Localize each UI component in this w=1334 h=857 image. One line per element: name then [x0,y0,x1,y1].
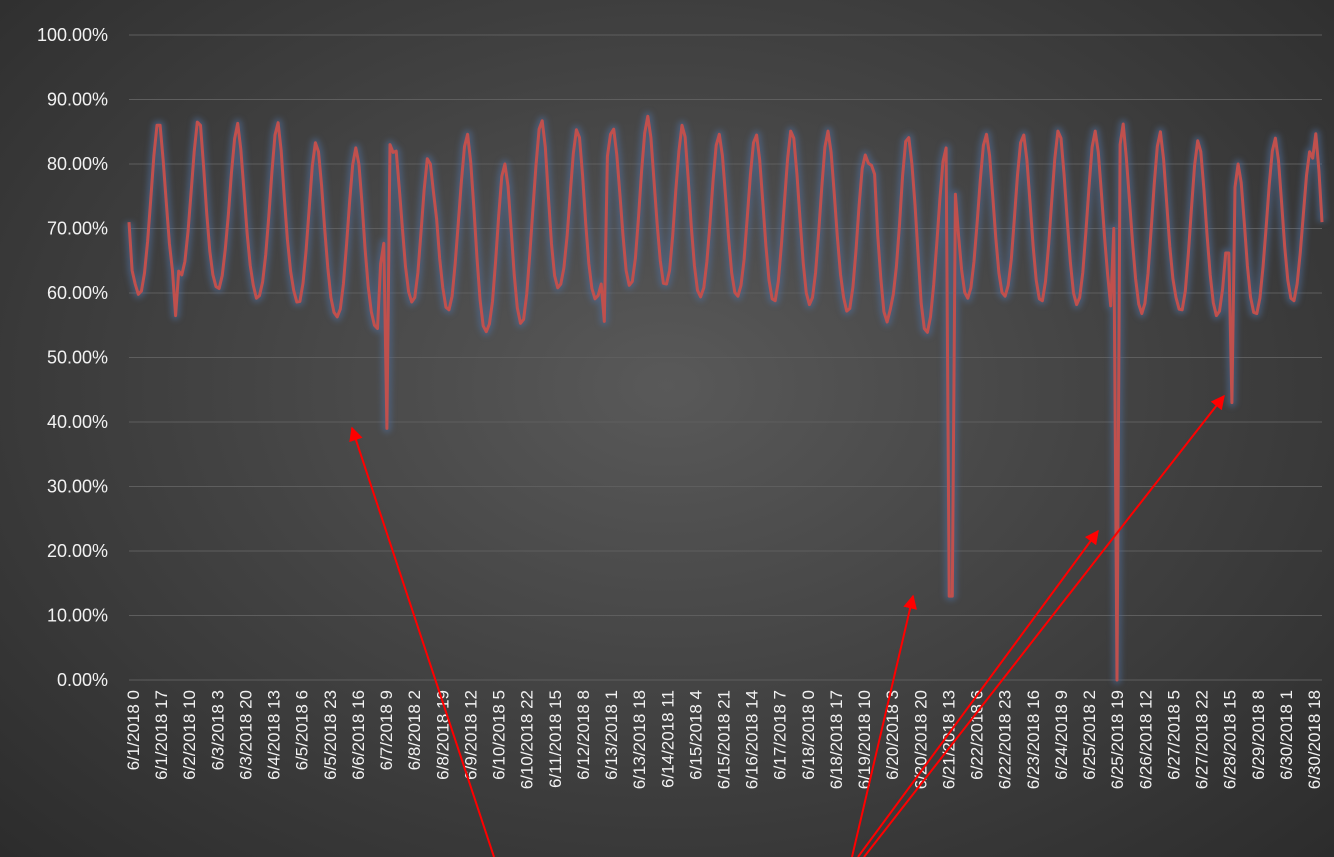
x-tick-label: 6/2/2018 10 [180,690,199,780]
x-tick-label: 6/6/2018 16 [349,690,368,780]
x-tick-label: 6/18/2018 17 [827,690,846,789]
series-group [124,111,1327,685]
annotation-arrow [857,529,1099,857]
x-tick-label: 6/1/2018 0 [124,690,143,770]
x-tick-label: 6/5/2018 6 [293,690,312,770]
x-tick-label: 6/8/2018 19 [433,690,452,780]
annotation-arrow [851,594,917,857]
x-tick-label: 6/5/2018 23 [321,690,340,780]
x-tick-label: 6/20/2018 3 [883,690,902,780]
y-tick-label: 40.00% [47,412,108,432]
x-tick-label: 6/10/2018 22 [518,690,537,789]
annotation-arrow [349,426,495,857]
x-tick-label: 6/24/2018 9 [1052,690,1071,780]
x-tick-label: 6/26/2018 12 [1136,690,1155,789]
x-tick-label: 6/22/2018 6 [968,690,987,780]
x-tick-label: 6/10/2018 5 [490,690,509,780]
x-tick-label: 6/27/2018 5 [1164,690,1183,780]
x-tick-label: 6/3/2018 20 [236,690,255,780]
x-tick-label: 6/13/2018 1 [602,690,621,780]
x-tick-label: 6/1/2018 17 [152,690,171,780]
series-line [127,114,1324,682]
y-tick-label: 80.00% [47,154,108,174]
x-tick-label: 6/11/2018 15 [546,690,565,788]
x-tick-label: 6/22/2018 23 [996,690,1015,789]
x-tick-label: 6/7/2018 9 [377,690,396,770]
x-tick-label: 6/15/2018 21 [715,690,734,789]
x-tick-label: 6/28/2018 15 [1221,690,1240,789]
x-tick-label: 6/13/2018 18 [630,690,649,789]
annotation-arrows [349,394,1225,857]
x-tick-label: 6/15/2018 4 [686,690,705,780]
y-axis-tick-labels: 0.00% 10.00% 20.00% 30.00% 40.00% 50.00% 60.00… [37,25,108,690]
y-tick-label: 50.00% [47,348,108,368]
annotation-arrow [863,394,1225,857]
x-tick-label: 6/30/2018 18 [1305,690,1324,789]
x-tick-label: 6/14/2018 11 [658,690,677,788]
x-tick-label: 6/19/2018 10 [855,690,874,789]
x-tick-label: 6/25/2018 2 [1080,690,1099,780]
x-tick-label: 6/8/2018 2 [405,690,424,770]
x-tick-label: 6/3/2018 3 [208,690,227,770]
y-tick-label: 70.00% [47,219,108,239]
y-tick-label: 30.00% [47,477,108,497]
x-tick-label: 6/21/2018 13 [939,690,958,789]
y-tick-label: 90.00% [47,90,108,110]
x-tick-label: 6/25/2018 19 [1108,690,1127,789]
x-tick-label: 6/9/2018 12 [461,690,480,780]
x-tick-label: 6/12/2018 8 [574,690,593,780]
y-tick-label: 10.00% [47,606,108,626]
x-tick-label: 6/29/2018 8 [1249,690,1268,780]
x-axis-tick-labels: 6/1/2018 0 6/1/2018 17 6/2/2018 10 6/3/2018… [124,690,1324,789]
gridlines [129,34,1322,681]
x-tick-label: 6/4/2018 13 [265,690,284,780]
x-tick-label: 6/23/2018 16 [1024,690,1043,789]
x-tick-label: 6/16/2018 14 [743,690,762,789]
x-tick-label: 6/27/2018 22 [1193,690,1212,789]
y-tick-label: 20.00% [47,541,108,561]
x-tick-label: 6/30/2018 1 [1277,690,1296,780]
x-tick-label: 6/17/2018 7 [771,690,790,780]
y-tick-label: 100.00% [37,25,108,45]
y-tick-label: 60.00% [47,283,108,303]
x-tick-label: 6/18/2018 0 [799,690,818,780]
y-tick-label: 0.00% [57,670,108,690]
